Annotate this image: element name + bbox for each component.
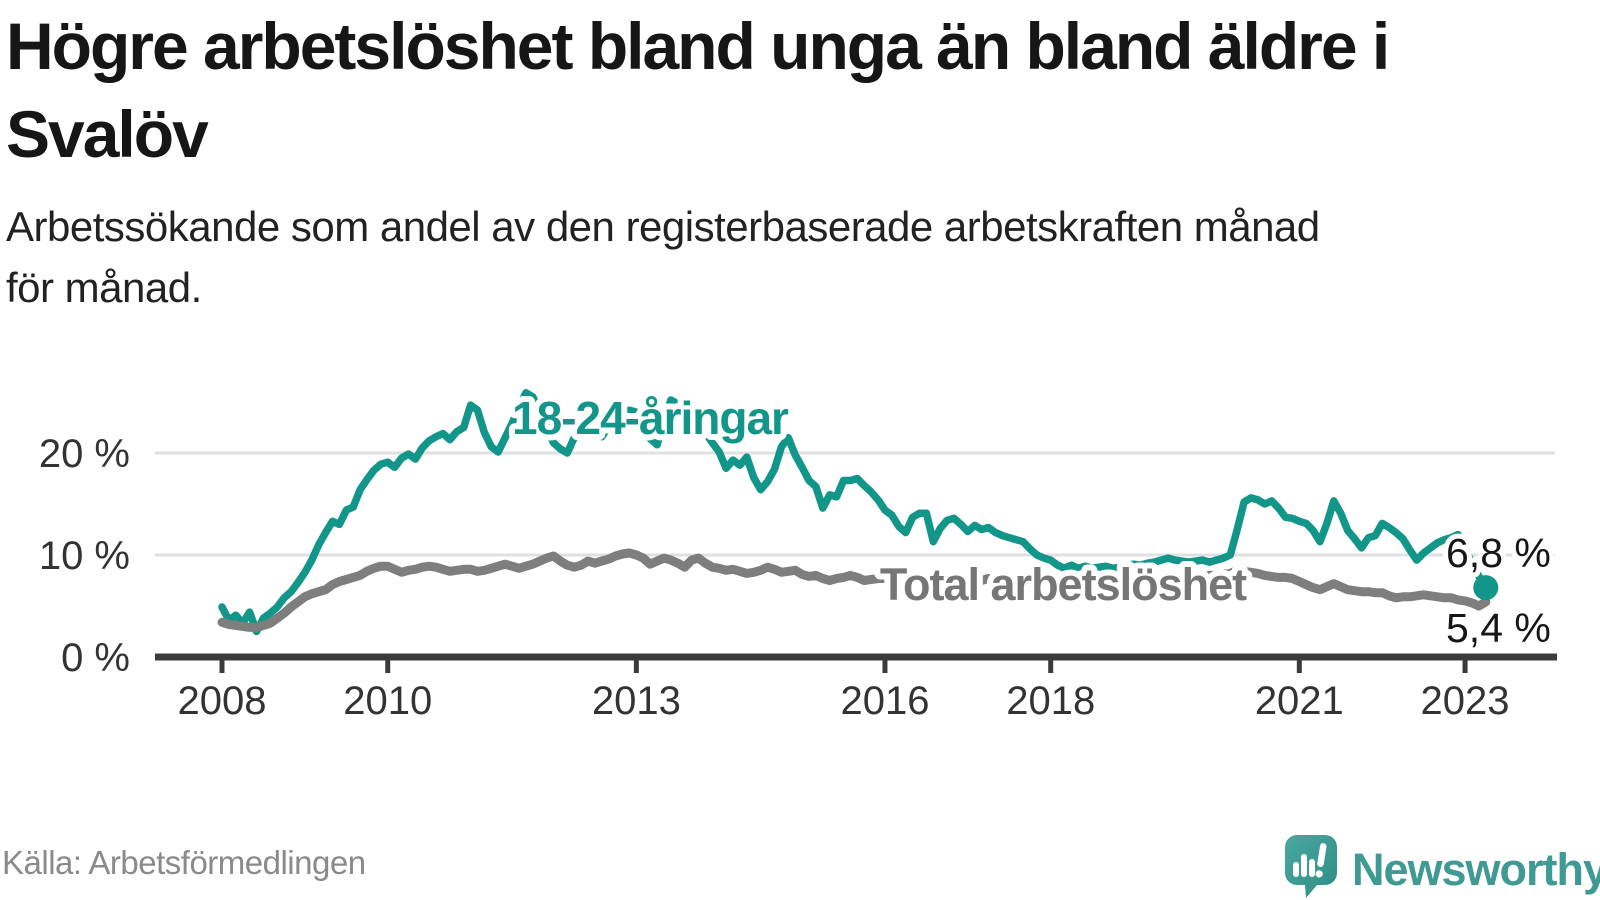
end-label-total: 5,4 % bbox=[1446, 605, 1551, 651]
x-tick-label-2013: 2013 bbox=[592, 679, 681, 723]
bar-2 bbox=[1301, 854, 1307, 877]
bar-1 bbox=[1293, 862, 1299, 877]
newsworthy-logo: Newsworthy bbox=[1284, 834, 1600, 900]
subtitle-line-1: Arbetssökande som andel av den registerb… bbox=[6, 203, 1320, 250]
line-total-arbetsloshet bbox=[217, 548, 1491, 632]
end-dot-youth bbox=[1473, 575, 1499, 601]
series-label-total-arbetsloshet: Total arbetslöshet bbox=[880, 559, 1247, 610]
x-tick-label-2021: 2021 bbox=[1255, 679, 1344, 723]
newsworthy-logo-icon bbox=[1285, 835, 1337, 898]
x-tick-label-2016: 2016 bbox=[840, 679, 929, 723]
source-note: Källa: Arbetsförmedlingen bbox=[2, 844, 366, 881]
y-tick-label-0: 0 % bbox=[61, 636, 130, 680]
subtitle-line-2: för månad. bbox=[6, 264, 202, 311]
x-tick-label-2010: 2010 bbox=[343, 679, 432, 723]
x-tick-label-2023: 2023 bbox=[1421, 679, 1510, 723]
y-tick-label-20: 20 % bbox=[39, 432, 130, 476]
page-subtitle: Arbetssökande som andel av den registerb… bbox=[6, 196, 1566, 318]
bar-3 bbox=[1309, 859, 1315, 877]
line-18-24-aringar bbox=[218, 389, 1490, 636]
end-label-youth: 6,8 % bbox=[1446, 530, 1551, 576]
y-tick-label-10: 10 % bbox=[39, 534, 130, 578]
x-tick-label-2018: 2018 bbox=[1006, 679, 1095, 723]
title-line-1: Högre arbetslöshet bland unga än bland ä… bbox=[6, 9, 1390, 83]
x-tick-label-2008: 2008 bbox=[178, 679, 267, 723]
page-title: Högre arbetslöshet bland unga än bland ä… bbox=[6, 2, 1594, 178]
newsworthy-wordmark: Newsworthy bbox=[1352, 844, 1600, 895]
exclamation-mark bbox=[1315, 843, 1327, 878]
title-line-2: Svalöv bbox=[6, 97, 209, 171]
series-label-18-24-aringar: 18-24-åringar bbox=[512, 392, 789, 444]
